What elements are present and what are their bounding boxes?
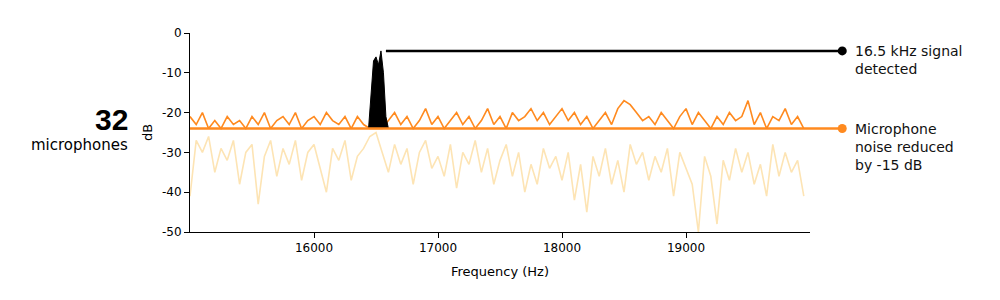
svg-text:16000: 16000 xyxy=(295,241,333,255)
svg-text:19000: 19000 xyxy=(667,241,705,255)
svg-text:17000: 17000 xyxy=(419,241,457,255)
svg-text:Microphonenoise reducedby -15: Microphonenoise reducedby -15 dB xyxy=(855,121,954,173)
svg-text:-20: -20 xyxy=(162,106,182,120)
svg-text:-10: -10 xyxy=(162,66,182,80)
svg-text:Frequency (Hz): Frequency (Hz) xyxy=(451,264,549,279)
svg-text:microphones: microphones xyxy=(31,136,128,154)
svg-text:-40: -40 xyxy=(162,185,182,199)
svg-text:0: 0 xyxy=(174,26,182,40)
svg-text:dB: dB xyxy=(140,124,155,141)
svg-text:32: 32 xyxy=(95,103,128,136)
svg-text:18000: 18000 xyxy=(543,241,581,255)
svg-text:-30: -30 xyxy=(162,146,182,160)
svg-text:-50: -50 xyxy=(162,225,182,239)
svg-text:16.5 kHz signaldetected: 16.5 kHz signaldetected xyxy=(855,43,962,77)
